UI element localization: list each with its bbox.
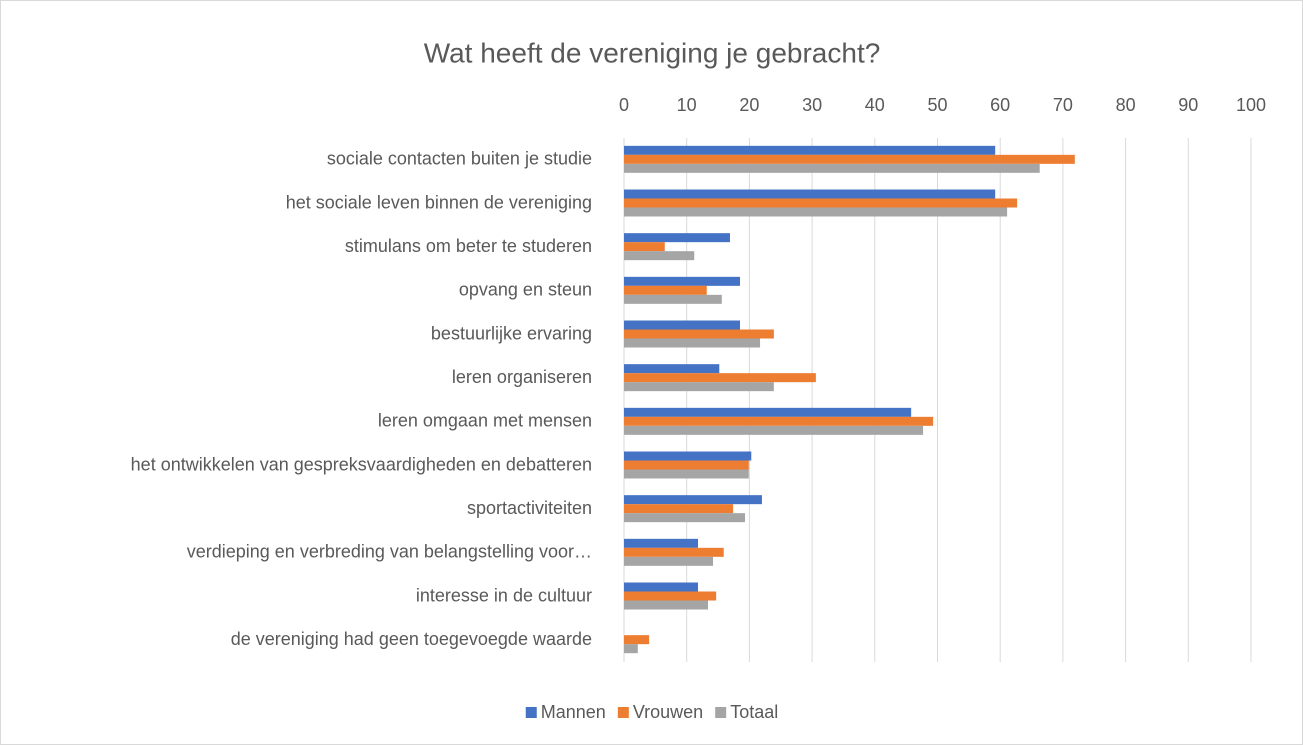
bar [624, 451, 752, 461]
bar [624, 425, 924, 435]
bar [624, 407, 912, 417]
bar [624, 591, 717, 601]
y-tick-label: sociale contacten buiten je studie [327, 149, 592, 169]
x-tick-label: 0 [619, 95, 629, 115]
y-tick-label: verdieping en verbreding van belangstell… [187, 542, 592, 562]
legend-label: Mannen [541, 702, 606, 722]
y-tick-label: interesse in de cultuur [416, 585, 592, 605]
bar [624, 145, 996, 155]
legend-label: Totaal [730, 702, 778, 722]
y-tick-label: stimulans om beter te studeren [345, 236, 592, 256]
bar [624, 233, 730, 243]
bar [624, 600, 709, 610]
x-tick-label: 40 [865, 95, 885, 115]
bar [624, 538, 698, 548]
y-tick-label: sportactiviteiten [467, 498, 592, 518]
bar [624, 416, 934, 426]
bar [624, 320, 740, 330]
x-tick-label: 10 [677, 95, 697, 115]
bar [624, 547, 724, 557]
bar [624, 338, 761, 348]
bar [624, 242, 665, 252]
x-tick-label: 100 [1236, 95, 1266, 115]
bar [624, 495, 762, 505]
y-tick-label: het ontwikkelen van gespreksvaardigheden… [131, 454, 592, 474]
y-tick-label: leren organiseren [452, 367, 592, 387]
x-tick-label: 70 [1053, 95, 1073, 115]
bar [624, 382, 774, 392]
bar [624, 469, 749, 479]
chart-title: Wat heeft de vereniging je gebracht? [424, 37, 881, 68]
legend-swatch [617, 707, 629, 718]
bar [624, 364, 720, 374]
x-tick-label: 80 [1116, 95, 1136, 115]
legend-swatch [715, 707, 727, 718]
bar [624, 556, 714, 566]
x-tick-label: 90 [1178, 95, 1198, 115]
bar [624, 329, 774, 339]
x-tick-label: 30 [802, 95, 822, 115]
bar [624, 189, 996, 199]
legend-label: Vrouwen [633, 702, 703, 722]
bar [624, 635, 650, 645]
bar [624, 373, 816, 383]
bar [624, 276, 740, 286]
bar [624, 154, 1075, 164]
bar [624, 644, 638, 654]
bar [624, 198, 1018, 208]
y-tick-label: het sociale leven binnen de vereniging [286, 192, 592, 212]
y-tick-label: opvang en steun [459, 280, 592, 300]
bar [624, 285, 707, 295]
bar [624, 460, 749, 470]
x-tick-label: 60 [990, 95, 1010, 115]
y-tick-label: de vereniging had geen toegevoegde waard… [231, 629, 592, 649]
legend-swatch [525, 707, 537, 718]
x-tick-label: 20 [739, 95, 759, 115]
y-tick-label: leren omgaan met mensen [378, 411, 592, 431]
bar [624, 207, 1008, 217]
x-tick-label: 50 [927, 95, 947, 115]
bar [624, 504, 734, 514]
y-tick-label: bestuurlijke ervaring [431, 323, 592, 343]
bar [624, 513, 746, 523]
bar [624, 163, 1040, 173]
bar [624, 582, 698, 592]
bar [624, 294, 722, 304]
bar [624, 251, 695, 261]
